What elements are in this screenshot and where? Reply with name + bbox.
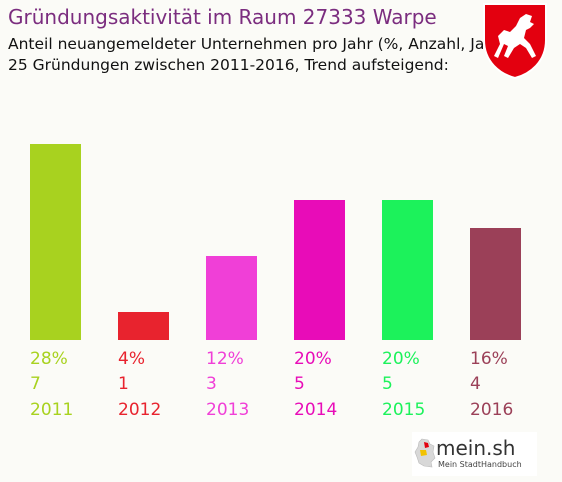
bar-2013 [206,256,257,340]
brand-tagline: Mein StadtHandbuch [438,460,522,469]
percent-label-2013: 12% [206,349,244,369]
year-label-2012: 2012 [118,400,161,420]
bar-2011 [30,144,81,340]
year-label-2011: 2011 [30,400,73,420]
brand-logo[interactable]: mein.sh Mein StadtHandbuch [412,432,537,476]
bar-2015 [382,200,433,340]
chart-subtitle-line1: Anteil neuangemeldeter Unternehmen pro J… [8,35,507,53]
count-label-2012: 1 [118,374,129,394]
bar-2016 [470,228,521,340]
bar-2012 [118,312,169,340]
year-label-2016: 2016 [470,400,513,420]
year-label-2015: 2015 [382,400,425,420]
count-label-2014: 5 [294,374,305,394]
brand-name: mein.sh [436,436,516,460]
count-label-2015: 5 [382,374,393,394]
year-label-2013: 2013 [206,400,249,420]
percent-label-2016: 16% [470,349,508,369]
percent-label-2014: 20% [294,349,332,369]
chart-subtitle-line2: 25 Gründungen zwischen 2011-2016, Trend … [8,56,449,74]
count-label-2016: 4 [470,374,481,394]
bar-2014 [294,200,345,340]
percent-label-2012: 4% [118,349,145,369]
germany-map-icon [414,438,436,468]
count-label-2011: 7 [30,374,41,394]
coat-of-arms-icon [483,3,547,80]
percent-label-2011: 28% [30,349,68,369]
percent-label-2015: 20% [382,349,420,369]
chart-title: Gründungsaktivität im Raum 27333 Warpe [8,5,437,29]
year-label-2014: 2014 [294,400,337,420]
count-label-2013: 3 [206,374,217,394]
